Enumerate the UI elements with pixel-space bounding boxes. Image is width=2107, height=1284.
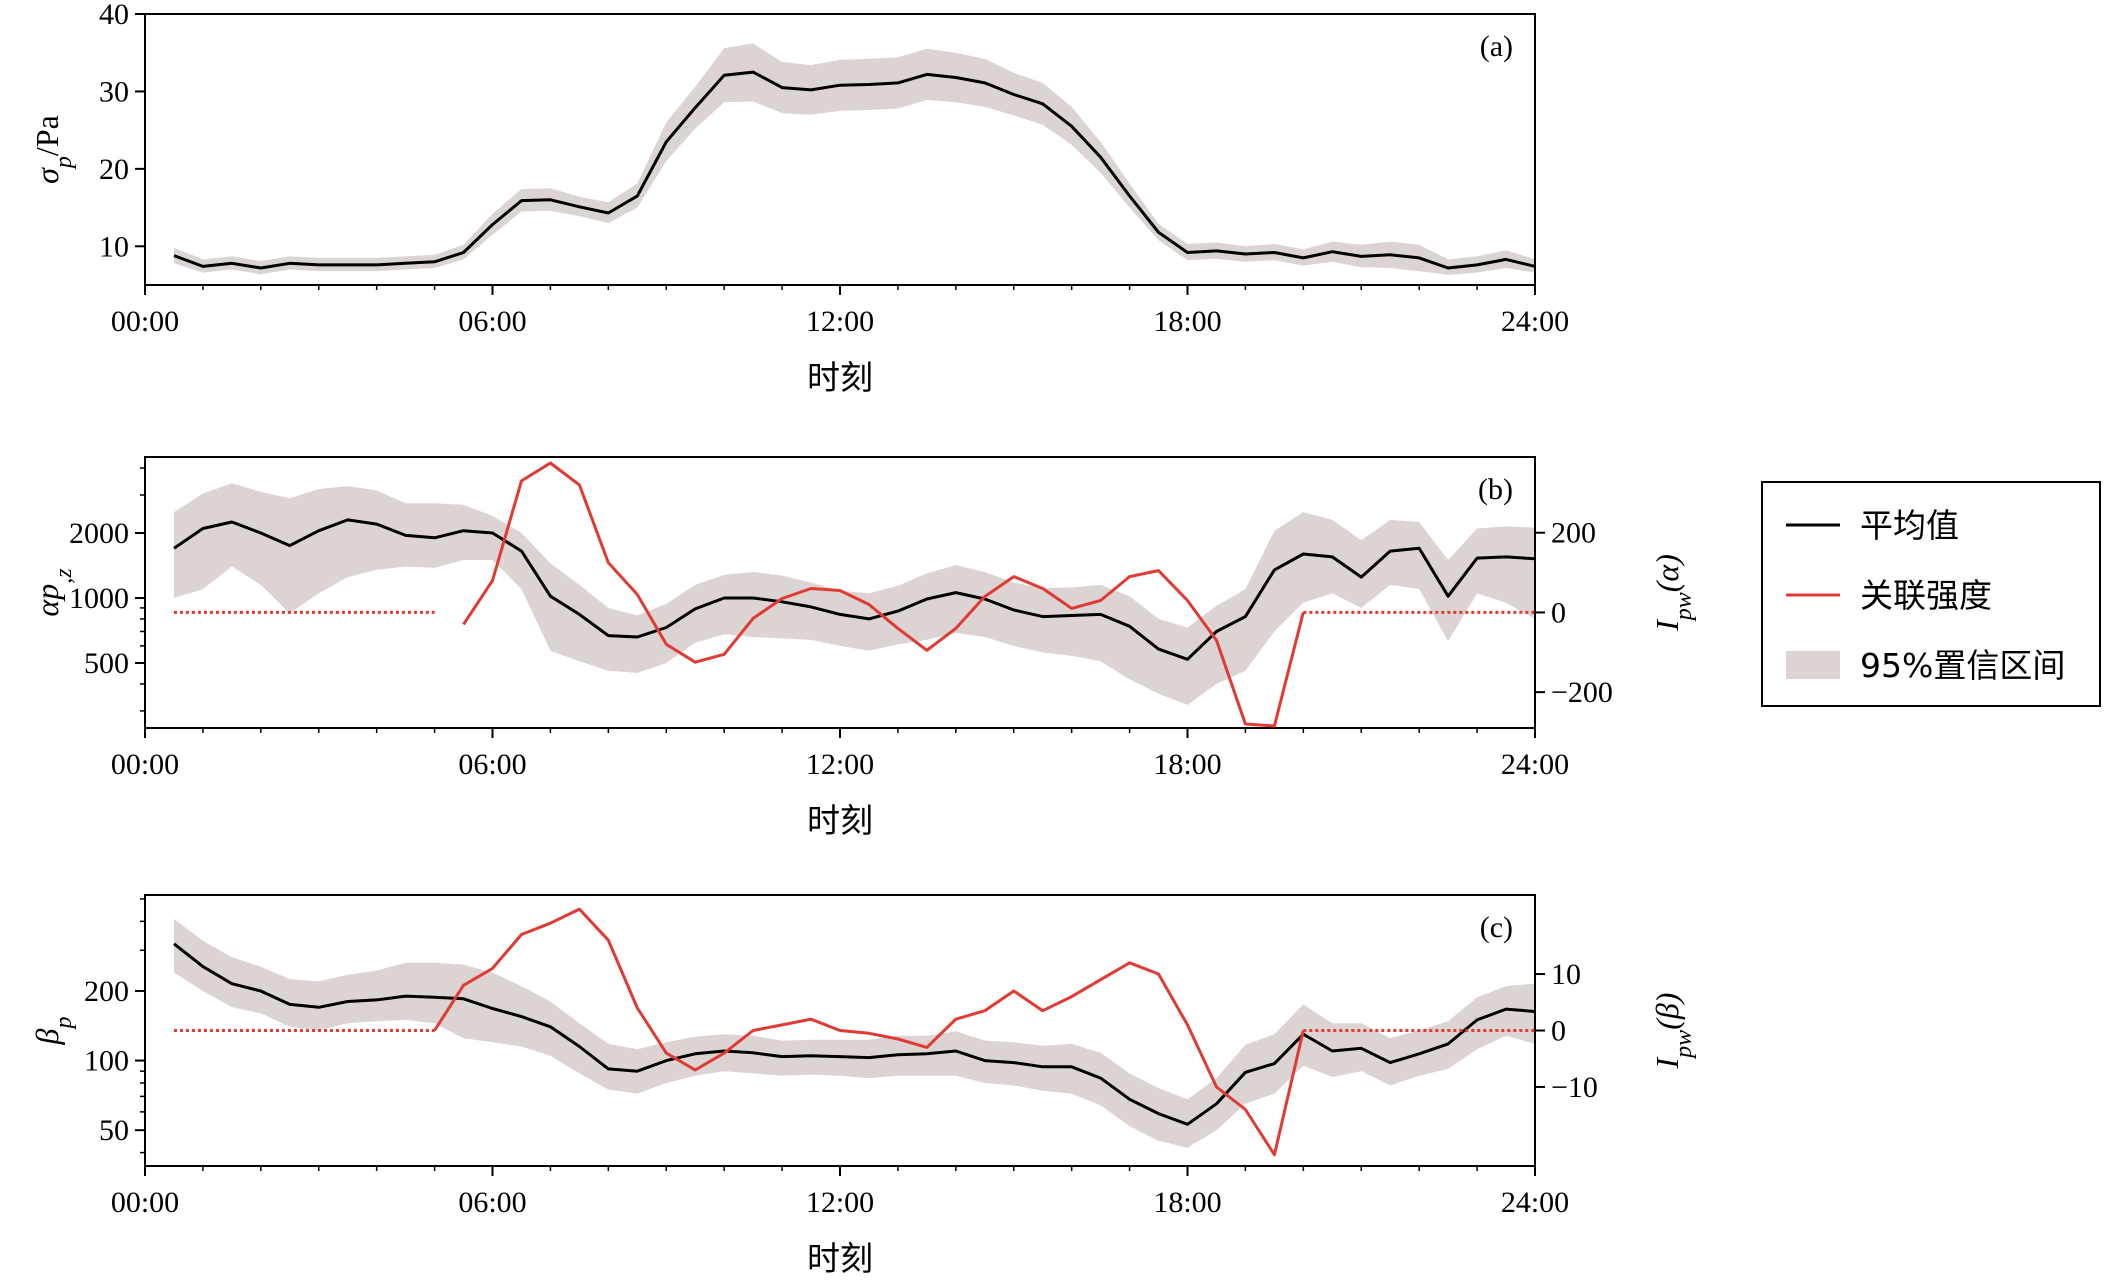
y-axis-title-b: αp,z — [29, 568, 77, 617]
ci-band-a — [174, 43, 1535, 275]
legend-label-ci: 95%置信区间 — [1860, 646, 2065, 685]
y2-tick-label-c-2: 10 — [1551, 958, 1581, 991]
y-tick-label-c-1: 100 — [84, 1045, 129, 1078]
x-tick-label-a-3: 18:00 — [1153, 305, 1221, 338]
y2-tick-label-b-1: 0 — [1551, 596, 1566, 629]
x-axis-label-a: 时刻 — [807, 358, 873, 397]
y2-axis-title-c-sub: pw — [1671, 1030, 1697, 1060]
panel-label-b: (b) — [1478, 473, 1513, 506]
y2-axis-title-b-main: I — [1649, 619, 1685, 632]
x-tick-label-c-1: 06:00 — [458, 1186, 526, 1219]
y-tick-label-a-0: 10 — [99, 230, 129, 263]
y-axis-title-a-rest: /Pa — [29, 115, 65, 156]
y-tick-label-b-2: 2000 — [69, 517, 129, 550]
legend-swatch-ci — [1786, 651, 1840, 679]
y2-tick-label-b-2: 200 — [1551, 517, 1596, 550]
y-tick-label-a-3: 40 — [99, 0, 129, 31]
ci-band-b — [174, 483, 1535, 705]
x-axis-label-b: 时刻 — [807, 801, 873, 840]
x-tick-label-c-3: 18:00 — [1153, 1186, 1221, 1219]
mean-line-b — [173, 518, 1536, 661]
panel-b: 00:00 06:00 12:00 18:00 24:00时刻50010002000αp… — [29, 456, 1697, 840]
x-tick-label-a-0: 00:00 — [111, 305, 179, 338]
x-axis-label-c: 时刻 — [807, 1239, 873, 1278]
y-axis-title-c-sub: p — [51, 1017, 77, 1031]
y2-tick-label-b-0: −200 — [1551, 676, 1613, 709]
legend-label-mean: 平均值 — [1860, 506, 1959, 545]
y-axis-title-c: βp — [29, 1017, 77, 1046]
y-tick-label-b-1: 1000 — [69, 582, 129, 615]
x-tick-label-b-0: 00:00 — [111, 748, 179, 781]
y2-axis-title-c-main: I — [1649, 1056, 1685, 1069]
y2-axis-title-b-sub: pw — [1671, 592, 1697, 622]
y2-axis-title-c: Ipw(β) — [1649, 993, 1697, 1070]
y-axis-title-c-main: β — [29, 1028, 65, 1045]
correlation-line-b — [462, 461, 1305, 728]
x-tick-label-c-2: 12:00 — [806, 1186, 874, 1219]
x-tick-label-c-0: 00:00 — [111, 1186, 179, 1219]
x-tick-label-c-4: 24:00 — [1501, 1186, 1569, 1219]
mean-line-c — [173, 942, 1536, 1126]
x-tick-label-b-1: 06:00 — [458, 748, 526, 781]
y-tick-label-c-2: 200 — [84, 975, 129, 1008]
legend-label-correlation: 关联强度 — [1860, 576, 1992, 615]
x-tick-label-a-1: 06:00 — [458, 305, 526, 338]
y-tick-label-a-1: 20 — [99, 153, 129, 186]
y-tick-label-b-0: 500 — [84, 647, 129, 680]
y2-tick-label-c-1: 0 — [1551, 1015, 1566, 1048]
x-tick-label-b-3: 18:00 — [1153, 748, 1221, 781]
panel-a: 00:00 06:00 12:00 18:00 24:00 时刻 10 20 30 40 σp/Pa… — [29, 0, 1569, 397]
y-axis-title-a-sub: p — [51, 156, 77, 170]
y2-axis-title-b-rest: (α) — [1649, 554, 1685, 592]
y-axis-title-a-main: σ — [29, 167, 65, 184]
x-tick-label-b-2: 12:00 — [806, 748, 874, 781]
x-tick-label-a-2: 12:00 — [806, 305, 874, 338]
y-axis-title-b-main: αp — [29, 584, 65, 617]
y2-axis-title-c-rest: (β) — [1649, 993, 1685, 1030]
chart-panels: 00:00 06:00 12:00 18:00 24:00时刻10203040σp/Pa… — [29, 0, 1697, 1278]
x-tick-label-b-4: 24:00 — [1501, 748, 1569, 781]
y-axis-title-a: σp/Pa — [29, 115, 77, 184]
y2-tick-label-c-0: −10 — [1551, 1071, 1598, 1104]
panel-label-c: (c) — [1480, 911, 1513, 944]
panel-label-a: (a) — [1480, 30, 1513, 63]
y-axis-title-b-sub: ,z — [51, 568, 77, 584]
y2-axis-title-b: Ipw(α) — [1649, 554, 1697, 632]
y-tick-label-c-0: 50 — [99, 1114, 129, 1147]
mean-line-a — [173, 70, 1536, 270]
correlation-line-c — [433, 907, 1305, 1157]
panel-c: 00:00 06:00 12:00 18:00 24:00时刻50100200βp(c)… — [29, 894, 1697, 1278]
legend: 平均值 关联强度 95%置信区间 — [1761, 481, 2101, 707]
y-tick-label-a-2: 30 — [99, 75, 129, 108]
x-tick-label-a-4: 24:00 — [1501, 305, 1569, 338]
